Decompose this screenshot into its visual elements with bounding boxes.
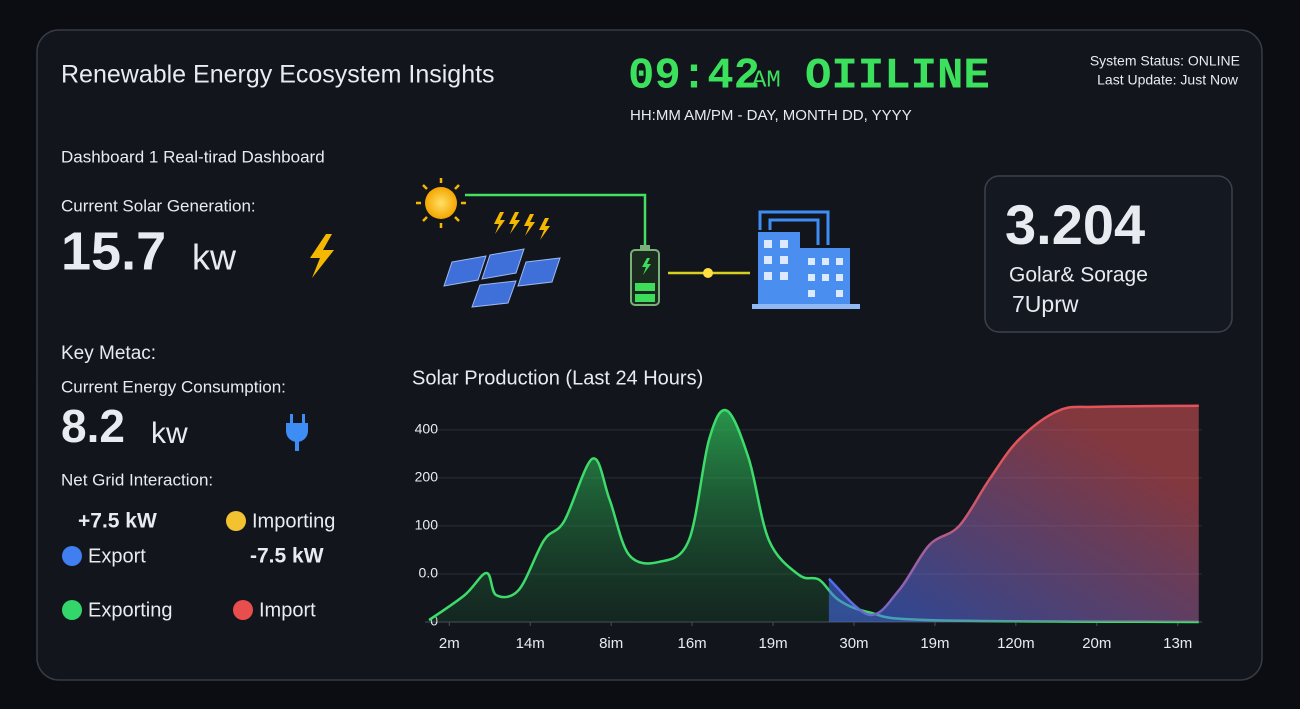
legend-label: Export: [88, 545, 146, 567]
plug-icon: [286, 414, 308, 451]
panel: [36, 29, 1263, 681]
energy-flow: [416, 178, 860, 309]
last-update: Last Update: Just Now: [1097, 72, 1239, 88]
x-tick-label: 30m: [839, 635, 868, 652]
grid-value: -7.5 kW: [250, 545, 324, 568]
key-metrics: Key Metac:: [61, 343, 156, 364]
x-tick-label: 20m: [1082, 635, 1111, 652]
title: Renewable Energy Ecosystem Insights: [61, 61, 495, 89]
consumption-value: 8.2: [61, 400, 125, 452]
x-tick-label: 13m: [1163, 635, 1192, 652]
clock-time: 09:42: [628, 52, 760, 102]
legend-label: Exporting: [88, 599, 173, 621]
legend-dot: [62, 546, 82, 566]
storage-value: 3.204: [1005, 193, 1145, 256]
grid-value: +7.5 kW: [78, 510, 157, 533]
y-tick-label: 100: [415, 517, 439, 533]
legend-dot: [226, 511, 246, 531]
x-tick-label: 120m: [997, 635, 1035, 652]
area-fill: [828, 405, 1199, 622]
series-line: [828, 404, 1199, 617]
x-tick-label: 14m: [516, 635, 545, 652]
y-tick-label: 200: [415, 469, 439, 485]
area-fill: [429, 410, 1199, 622]
chart-title: Solar Production (Last 24 Hours): [412, 367, 703, 389]
solar-value: 15.7: [61, 221, 166, 281]
grid-label: Net Grid Interaction:: [61, 470, 213, 489]
clock-status: OIILINE: [805, 52, 990, 102]
x-tick-label: 16m: [678, 635, 707, 652]
storage-card: [984, 175, 1233, 333]
legend-dot: [233, 600, 253, 620]
dashboard-label: Dashboard 1 Real-tirad Dashboard: [61, 147, 325, 166]
legend-label: Importing: [252, 510, 335, 532]
solar-label: Current Solar Generation:: [61, 196, 256, 215]
clock-format: HH:MM AM/PM - DAY, MONTH DD, YYYY: [630, 107, 912, 124]
x-tick-label: 8im: [599, 635, 623, 652]
legend-dot: [62, 600, 82, 620]
consumption-unit: kw: [151, 417, 188, 450]
x-tick-label: 19m: [758, 635, 787, 652]
solar-unit: kw: [192, 237, 237, 278]
y-tick-label: 0.0: [419, 565, 439, 581]
clock-ampm: AM: [752, 67, 781, 94]
x-tick-label: 19m: [920, 635, 949, 652]
chart: 00.01002004002m14m8im16m19m30m19m120m20m…: [415, 404, 1202, 652]
x-tick-label: 2m: [439, 635, 460, 652]
storage-sub: 7Uprw: [1012, 291, 1079, 317]
grid-interaction: +7.5 kW Importing Export -7.5 kW Exporting Im…: [62, 510, 335, 621]
storage-label: Golar& Sorage: [1009, 264, 1148, 287]
system-status: System Status: ONLINE: [1090, 53, 1240, 69]
y-tick-label: 400: [415, 421, 439, 437]
bolt-icon: [310, 234, 334, 278]
consumption-label: Current Energy Consumption:: [61, 377, 286, 396]
legend-label: Import: [259, 599, 316, 621]
